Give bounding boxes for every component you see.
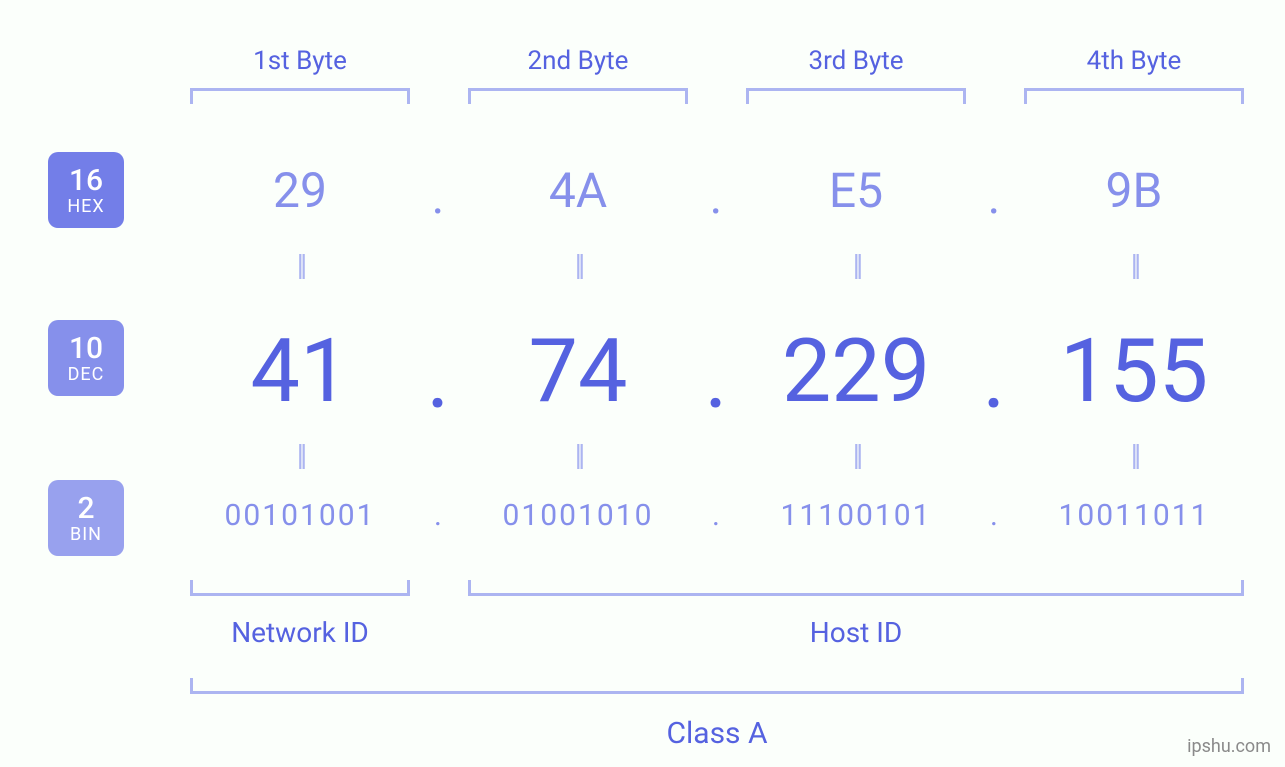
equals-icon: || bbox=[1131, 438, 1138, 473]
byte-label-4: 4th Byte bbox=[1087, 46, 1182, 76]
base-badge-bin: 2 BIN bbox=[48, 480, 124, 556]
dec-dot-1: . bbox=[426, 326, 449, 429]
top-bracket-3 bbox=[746, 88, 966, 104]
dec-byte-4: 155 bbox=[1060, 320, 1208, 423]
equals-icon: || bbox=[575, 248, 582, 283]
bin-byte-3: 11100101 bbox=[781, 498, 932, 533]
top-bracket-2 bbox=[468, 88, 688, 104]
dec-byte-3: 229 bbox=[782, 320, 930, 423]
top-bracket-1 bbox=[190, 88, 410, 104]
dec-byte-2: 74 bbox=[529, 320, 628, 423]
equals-icon: || bbox=[853, 438, 860, 473]
host-id-label: Host ID bbox=[810, 616, 903, 649]
base-badge-hex-sub: HEX bbox=[67, 197, 104, 217]
bin-dot-1: . bbox=[434, 498, 442, 533]
byte-label-3: 3rd Byte bbox=[808, 46, 903, 76]
equals-icon: || bbox=[297, 248, 304, 283]
equals-icon: || bbox=[575, 438, 582, 473]
equals-icon: || bbox=[853, 248, 860, 283]
watermark: ipshu.com bbox=[1187, 736, 1271, 757]
hex-dot-3: . bbox=[988, 168, 1001, 225]
host-id-bracket bbox=[468, 580, 1244, 596]
network-id-label: Network ID bbox=[231, 616, 369, 649]
base-badge-bin-num: 2 bbox=[77, 492, 94, 525]
hex-dot-2: . bbox=[710, 168, 723, 225]
byte-label-2: 2nd Byte bbox=[528, 46, 629, 76]
base-badge-dec-sub: DEC bbox=[68, 365, 105, 385]
dec-dot-3: . bbox=[982, 326, 1005, 429]
top-bracket-4 bbox=[1024, 88, 1244, 104]
hex-byte-3: E5 bbox=[829, 162, 883, 219]
bin-dot-3: . bbox=[990, 498, 998, 533]
network-id-bracket bbox=[190, 580, 410, 596]
bin-byte-4: 10011011 bbox=[1059, 498, 1210, 533]
byte-label-1: 1st Byte bbox=[253, 46, 347, 76]
hex-byte-2: 4A bbox=[549, 162, 607, 219]
bin-byte-2: 01001010 bbox=[503, 498, 654, 533]
base-badge-dec: 10 DEC bbox=[48, 320, 124, 396]
dec-dot-2: . bbox=[704, 326, 727, 429]
base-badge-dec-num: 10 bbox=[69, 332, 103, 365]
equals-icon: || bbox=[1131, 248, 1138, 283]
dec-byte-1: 41 bbox=[251, 320, 350, 423]
bin-byte-1: 00101001 bbox=[225, 498, 376, 533]
class-bracket bbox=[190, 678, 1244, 694]
equals-icon: || bbox=[297, 438, 304, 473]
base-badge-bin-sub: BIN bbox=[70, 525, 102, 545]
hex-byte-4: 9B bbox=[1106, 162, 1163, 219]
bin-dot-2: . bbox=[712, 498, 720, 533]
hex-dot-1: . bbox=[432, 168, 445, 225]
hex-byte-1: 29 bbox=[273, 162, 327, 219]
base-badge-hex-num: 16 bbox=[69, 164, 103, 197]
base-badge-hex: 16 HEX bbox=[48, 152, 124, 228]
class-label: Class A bbox=[666, 716, 767, 751]
